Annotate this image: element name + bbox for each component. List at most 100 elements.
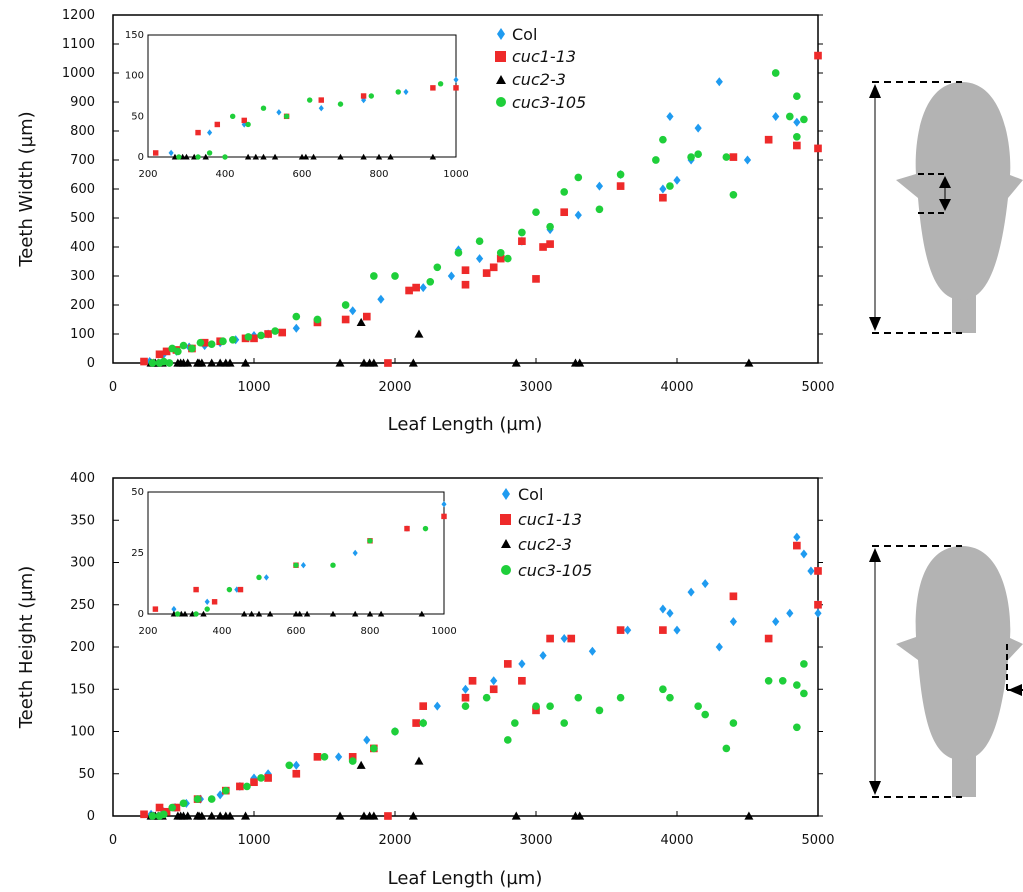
inset-plot: 0 25 50 200 400 600 800 1000 — [131, 487, 456, 637]
data-point — [744, 811, 754, 820]
data-point — [369, 358, 379, 367]
data-point — [179, 341, 188, 350]
data-point — [359, 811, 369, 820]
data-point — [414, 756, 424, 765]
data-point — [701, 579, 709, 589]
data-point — [546, 702, 554, 710]
data-point — [729, 592, 738, 601]
data-point — [744, 358, 754, 367]
data-point — [241, 811, 251, 820]
inset-data-point — [375, 153, 383, 160]
data-point — [814, 567, 822, 575]
legend-label-col: Col — [518, 485, 543, 504]
data-point — [666, 182, 674, 190]
inset-x-tick-label: 1000 — [443, 169, 468, 180]
data-point — [264, 330, 272, 338]
inset-y-tick-label: 25 — [131, 548, 144, 559]
data-point — [476, 254, 484, 264]
inset-x-tick-label: 600 — [292, 169, 311, 180]
data-point — [188, 344, 196, 353]
data-point — [511, 358, 521, 367]
x-tick-label: 3000 — [519, 833, 552, 848]
data-point — [574, 173, 583, 182]
data-point — [168, 803, 177, 812]
data-point — [764, 676, 773, 685]
inset-data-point — [244, 153, 252, 160]
legend-label-cuc3-105: cuc3-105 — [518, 561, 592, 580]
leaf-blade — [896, 546, 1023, 760]
inset-data-point — [206, 150, 213, 156]
data-point — [729, 617, 737, 627]
inset-data-point — [260, 105, 267, 111]
inset-data-point — [422, 525, 429, 532]
data-point — [772, 617, 780, 627]
y-tick-label: 1100 — [62, 37, 95, 52]
legend-marker-cuc3-105 — [496, 97, 506, 107]
data-point — [183, 811, 193, 820]
data-point — [447, 271, 455, 281]
inset-data-point — [293, 562, 299, 568]
y-tick-label: 200 — [70, 640, 95, 655]
data-point — [722, 744, 731, 753]
inset-data-point — [337, 153, 344, 160]
x-tick-label: 1000 — [237, 833, 270, 848]
data-point — [489, 263, 498, 272]
data-point — [148, 812, 157, 820]
y-tick-label: 400 — [70, 240, 95, 255]
inset-frame — [147, 34, 457, 158]
data-point — [786, 608, 794, 618]
inset-x-tick-label: 800 — [360, 626, 379, 637]
series-cuc3-105 — [148, 660, 808, 820]
inset-data-point — [204, 598, 210, 605]
inset-data-point — [255, 610, 263, 617]
data-point — [370, 272, 378, 280]
legend: Col cuc1-13 cuc2-3 cuc3-105 — [500, 485, 592, 580]
inset-x-tick-label: 200 — [138, 626, 157, 637]
data-point — [250, 778, 258, 787]
x-tick-label: 4000 — [660, 833, 693, 848]
inset-y-tick-label: 50 — [131, 111, 144, 122]
inset-plot: 0 50 100 150 200 400 600 800 1000 — [125, 30, 469, 180]
data-point — [250, 334, 258, 343]
inset-data-point — [195, 154, 201, 160]
data-point — [454, 248, 463, 257]
inset-data-point — [296, 610, 303, 617]
inset-data-point — [367, 538, 373, 544]
data-point — [200, 338, 209, 347]
inset-data-point — [204, 606, 210, 612]
inset-data-point — [306, 97, 313, 103]
data-point — [461, 702, 470, 710]
inset-data-point — [437, 81, 444, 87]
data-point — [503, 254, 512, 263]
legend-marker-cuc2-3 — [496, 75, 506, 84]
panel-teeth-width: Teeth Width (µm) Leaf Length (µm) 0 100 20… — [16, 8, 835, 435]
data-point — [772, 112, 780, 121]
leaf-diagram-width — [869, 81, 1023, 334]
data-point — [666, 112, 674, 121]
inset-series-cuc3-105 — [174, 525, 429, 617]
data-point — [503, 736, 512, 744]
data-point — [574, 210, 582, 220]
data-point — [722, 153, 731, 161]
data-point — [197, 811, 207, 820]
data-point — [313, 753, 322, 761]
inset-data-point — [152, 150, 159, 156]
data-point — [419, 719, 428, 727]
x-axis-label: Leaf Length (µm) — [388, 868, 543, 889]
data-point — [511, 719, 519, 727]
data-point — [155, 350, 164, 359]
y-tick-label: 150 — [70, 682, 95, 697]
inset-data-point — [310, 153, 317, 160]
inset-y-tick-label: 50 — [131, 487, 144, 498]
data-point — [461, 266, 470, 275]
data-point — [793, 132, 801, 141]
inset-data-point — [256, 574, 262, 581]
legend-marker-cuc1-13 — [495, 51, 506, 62]
data-point — [419, 702, 428, 710]
y-tick-label: 300 — [70, 269, 95, 284]
y-tick-label: 1000 — [62, 66, 95, 81]
inset-data-point — [330, 562, 336, 568]
inset-data-point — [263, 574, 269, 581]
inset-data-point — [252, 153, 259, 160]
